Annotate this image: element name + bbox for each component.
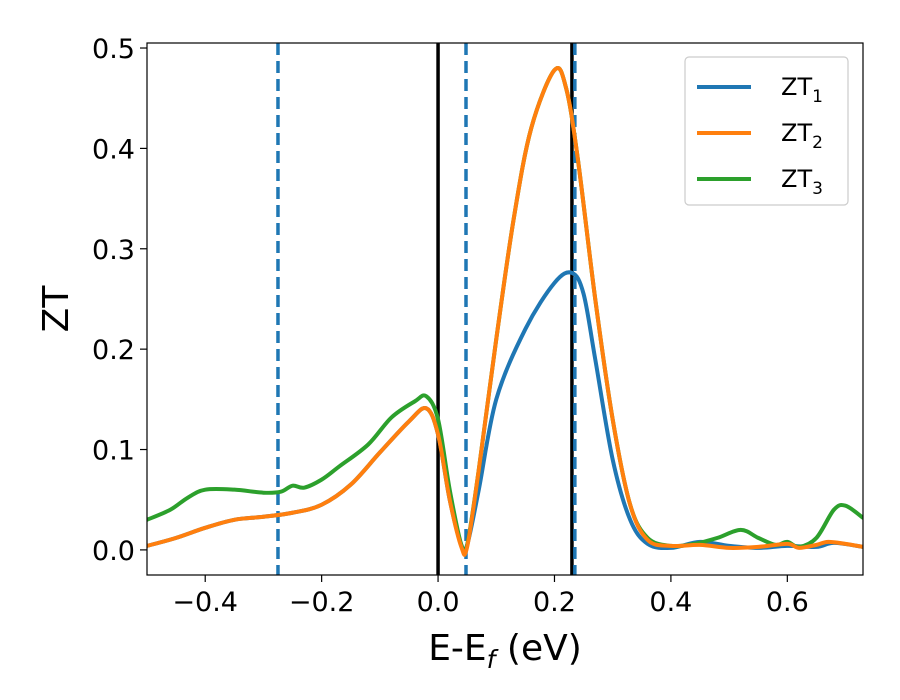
- y-tick-label: 0.3: [92, 235, 135, 266]
- x-tick-label: 0.4: [649, 587, 692, 618]
- y-tick-label: 0.0: [92, 536, 135, 567]
- y-tick-label: 0.2: [92, 335, 135, 366]
- y-tick-label: 0.1: [92, 436, 135, 467]
- x-tick-label: 0.2: [533, 587, 576, 618]
- x-tick-label: −0.4: [172, 587, 238, 618]
- series-line-zt2: [147, 66, 863, 557]
- x-axis-title: E-Ef (eV): [428, 628, 582, 674]
- legend-label-zt1: ZT1: [781, 73, 823, 107]
- y-tick-label: 0.5: [92, 34, 135, 65]
- series-line-zt1: [147, 270, 863, 554]
- legend-label-zt3: ZT3: [781, 165, 823, 199]
- x-tick-label: −0.2: [289, 587, 355, 618]
- y-axis-title: ZT: [36, 285, 77, 333]
- plot-area: [147, 43, 863, 575]
- legend-box: [684, 56, 849, 206]
- legend-label-zt2: ZT2: [781, 119, 823, 153]
- y-tick-label: 0.4: [92, 134, 135, 165]
- x-tick-label: 0.0: [417, 587, 460, 618]
- plot-frame: [146, 42, 864, 576]
- x-tick-label: 0.6: [766, 587, 809, 618]
